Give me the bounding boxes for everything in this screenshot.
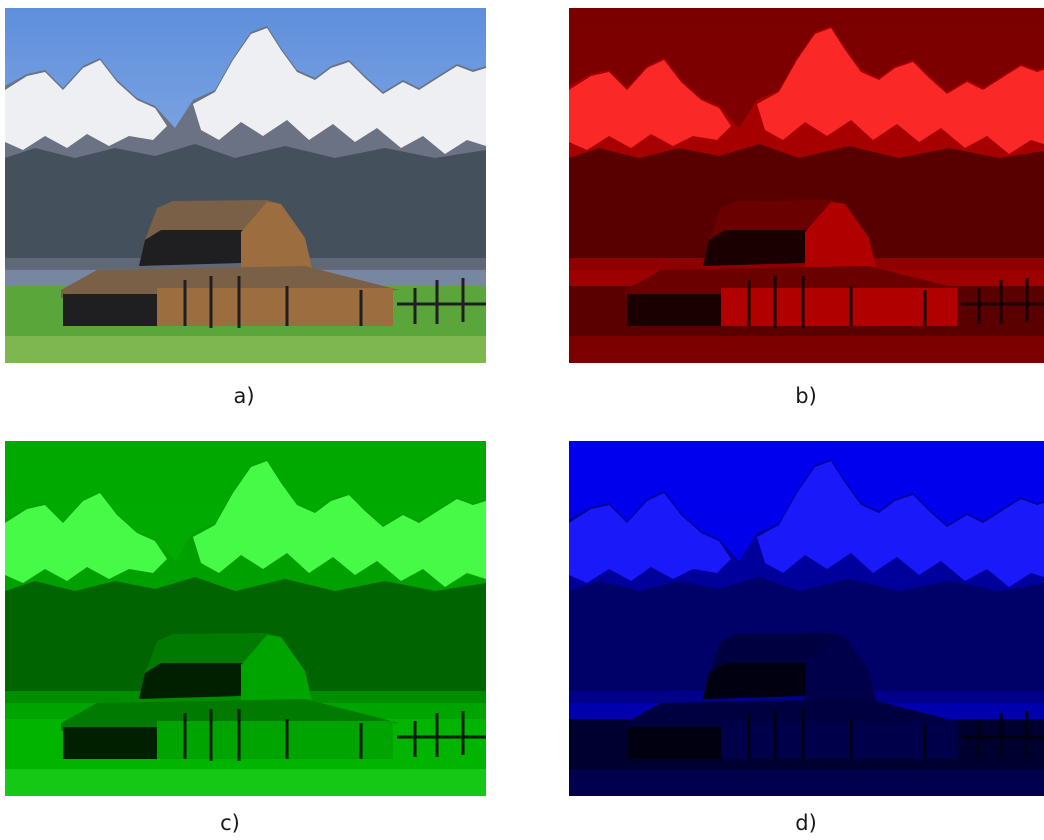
barn-front-wall <box>157 721 393 759</box>
fence <box>747 709 1044 761</box>
barn-front-wall <box>721 721 957 759</box>
fence <box>183 276 486 328</box>
snow <box>569 461 1044 587</box>
snow <box>569 28 1044 154</box>
barn-dark-roof <box>703 663 815 699</box>
barn-front-wall <box>157 288 393 326</box>
barn-gable-wall <box>241 635 313 705</box>
scene-d <box>569 441 1044 796</box>
barn-dark-roof <box>139 663 251 699</box>
barn-shadow-wall <box>627 727 723 759</box>
fence <box>183 709 486 761</box>
caption-b: b) <box>795 384 817 408</box>
grass-highlights <box>569 769 1044 796</box>
caption-d: d) <box>795 811 817 835</box>
image-green-channel <box>5 441 486 796</box>
snow <box>5 461 486 587</box>
barn-shadow-wall <box>627 294 723 326</box>
image-blue-channel <box>569 441 1044 796</box>
barn-front-wall <box>721 288 957 326</box>
barn-gable-wall <box>805 635 877 705</box>
barn-shadow-wall <box>63 727 159 759</box>
grass-highlights <box>569 336 1044 363</box>
barn-dark-roof <box>703 230 815 266</box>
image-red-channel <box>569 8 1044 363</box>
barn-shadow-wall <box>63 294 159 326</box>
barn-gable-wall <box>805 202 877 272</box>
scene-b <box>569 8 1044 363</box>
scene-a <box>5 8 486 363</box>
scene-c <box>5 441 486 796</box>
grass-highlights <box>5 769 486 796</box>
fence <box>747 276 1044 328</box>
caption-a: a) <box>233 384 255 408</box>
image-original <box>5 8 486 363</box>
snow <box>5 28 486 154</box>
grass-highlights <box>5 336 486 363</box>
caption-c: c) <box>220 811 240 835</box>
barn-dark-roof <box>139 230 251 266</box>
barn-gable-wall <box>241 202 313 272</box>
